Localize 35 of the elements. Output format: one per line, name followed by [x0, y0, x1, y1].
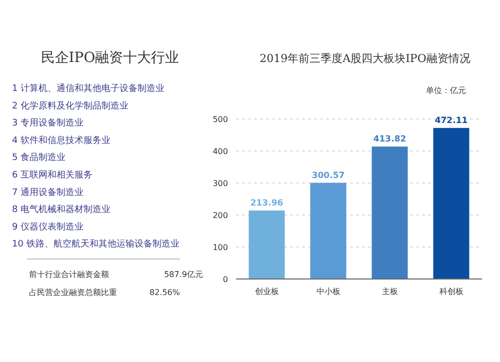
x-tick-label: 科创板 — [439, 287, 464, 296]
text: 587.9亿元 — [164, 270, 203, 279]
x-tick-label: 中小板 — [316, 287, 340, 296]
text: 10 铁路、航空航天和其他运输设备制造业 — [12, 238, 180, 250]
text: 5 食品制造业 — [12, 152, 66, 164]
text: 4 软件和信息技术服务业 — [12, 134, 111, 146]
text: 单位：亿元 — [426, 86, 466, 95]
text: 2 化学原料及化学制品制造业 — [12, 100, 129, 112]
data-label: 300.57 — [312, 170, 345, 181]
text: 6 互联网和相关服务 — [12, 170, 93, 180]
chart-title: 2019年前三季度A股四大板块IPO融资情况 — [260, 52, 470, 65]
bar — [248, 210, 285, 279]
bar — [310, 182, 346, 279]
bar — [372, 146, 408, 279]
y-tick-label: 0 — [222, 275, 228, 284]
y-tick-label: 200 — [212, 211, 228, 220]
data-label: 472.11 — [434, 116, 468, 126]
y-tick-label: 500 — [212, 115, 228, 124]
text: 占民营企业融资总额比重 — [29, 288, 117, 297]
data-label: 213.96 — [250, 198, 284, 209]
text: 7 通用设备制造业 — [12, 186, 84, 198]
y-tick-label: 100 — [212, 243, 228, 252]
text: 民企IPO融资十大行业 — [40, 50, 180, 66]
text: 3 专用设备制造业 — [12, 118, 84, 129]
text: 前十行业合计融资金额 — [29, 270, 109, 279]
data-label: 413.82 — [373, 134, 406, 145]
bar — [433, 128, 470, 279]
text: 8 电气机械和器材制造业 — [12, 204, 111, 216]
x-tick-label: 创业板 — [254, 287, 279, 296]
text: 1 计算机、通信和其他电子设备制造业 — [12, 83, 165, 94]
y-tick-label: 300 — [212, 179, 228, 188]
text: 82.56% — [149, 288, 180, 297]
x-tick-label: 主板 — [382, 287, 398, 296]
y-tick-label: 400 — [212, 147, 228, 156]
text: 9 仪器仪表制造业 — [12, 221, 84, 232]
